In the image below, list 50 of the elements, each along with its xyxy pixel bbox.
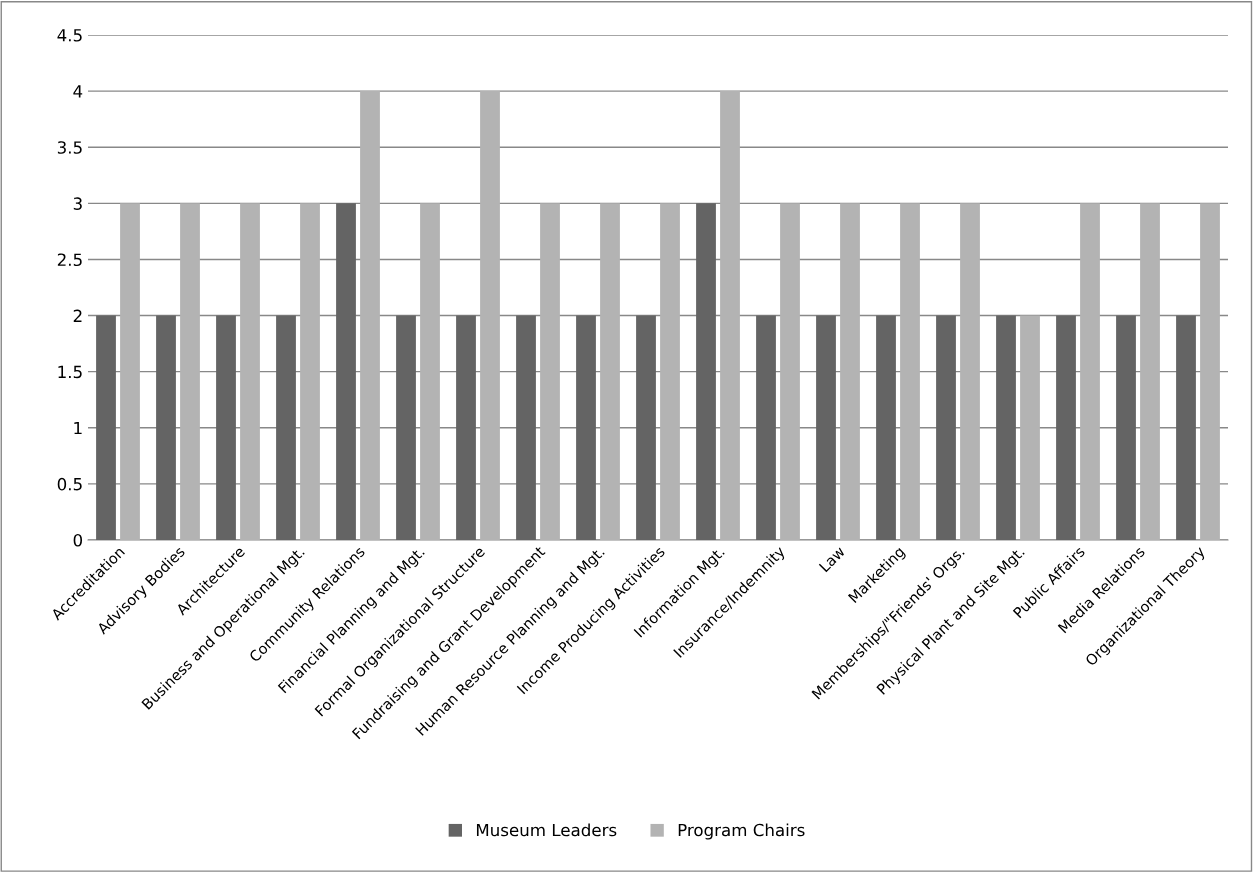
y-tick-label: 3 (73, 197, 82, 210)
bar (660, 203, 680, 540)
bar (336, 203, 356, 540)
bar (1140, 203, 1160, 540)
y-tick-label: 2.5 (57, 253, 82, 267)
bar (396, 315, 416, 540)
bar (1080, 203, 1100, 540)
bar (240, 203, 260, 540)
bar (1056, 315, 1076, 540)
y-tick-label: 1.5 (58, 365, 82, 379)
bar (816, 315, 836, 540)
bar (1020, 315, 1040, 540)
bar (360, 91, 380, 540)
y-tick-label: 2 (73, 309, 82, 322)
bar (936, 315, 956, 540)
bar (576, 315, 596, 540)
y-tick-label: 0 (73, 533, 83, 547)
bar (756, 315, 776, 540)
bar (1200, 203, 1220, 540)
bar (696, 203, 716, 540)
bar (960, 203, 980, 540)
bar (840, 203, 860, 540)
bar (540, 203, 560, 540)
bar (720, 91, 740, 540)
bar (1176, 315, 1196, 540)
bar (216, 315, 236, 540)
legend-label: Program Chairs (678, 823, 805, 840)
bar (600, 203, 620, 540)
bar (1116, 315, 1136, 540)
bar (156, 315, 176, 540)
bar (300, 203, 320, 540)
bar (420, 203, 440, 540)
y-tick-label: 3.5 (57, 141, 82, 154)
bar (120, 203, 140, 540)
bar (96, 315, 116, 540)
bar (900, 203, 920, 540)
legend-label: Museum Leaders (476, 823, 617, 837)
bar (516, 315, 536, 540)
bar (996, 315, 1016, 540)
bar (876, 315, 896, 540)
y-tick-label: 1 (74, 421, 82, 435)
bar (180, 203, 200, 540)
bar (276, 315, 296, 540)
y-tick-label: 4 (73, 85, 83, 98)
bar (480, 91, 500, 540)
y-tick-label: 4.5 (57, 29, 82, 42)
bar (780, 203, 800, 540)
bar (456, 315, 476, 540)
bar (636, 315, 656, 540)
y-tick-label: 0.5 (57, 477, 82, 491)
